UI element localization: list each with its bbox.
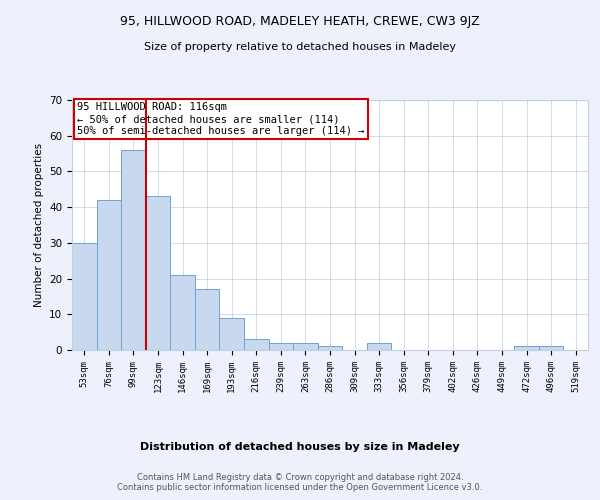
Bar (367, 343, 391, 350)
Bar (97, 200, 121, 350)
Text: Distribution of detached houses by size in Madeley: Distribution of detached houses by size … (140, 442, 460, 452)
Text: Contains HM Land Registry data © Crown copyright and database right 2024.
Contai: Contains HM Land Registry data © Crown c… (118, 472, 482, 492)
Text: 95 HILLWOOD ROAD: 116sqm
← 50% of detached houses are smaller (114)
50% of semi-: 95 HILLWOOD ROAD: 116sqm ← 50% of detach… (77, 102, 365, 136)
Bar (121, 150, 146, 350)
Bar (170, 275, 195, 350)
Text: Size of property relative to detached houses in Madeley: Size of property relative to detached ho… (144, 42, 456, 52)
Y-axis label: Number of detached properties: Number of detached properties (34, 143, 44, 307)
Text: 95, HILLWOOD ROAD, MADELEY HEATH, CREWE, CW3 9JZ: 95, HILLWOOD ROAD, MADELEY HEATH, CREWE,… (120, 15, 480, 28)
Bar (514, 346, 539, 350)
Bar (244, 340, 269, 350)
Bar (293, 343, 318, 350)
Bar (269, 343, 293, 350)
Bar (146, 196, 170, 350)
Bar (220, 318, 244, 350)
Bar (195, 290, 220, 350)
Bar (318, 346, 342, 350)
Bar (72, 243, 97, 350)
Bar (539, 346, 563, 350)
